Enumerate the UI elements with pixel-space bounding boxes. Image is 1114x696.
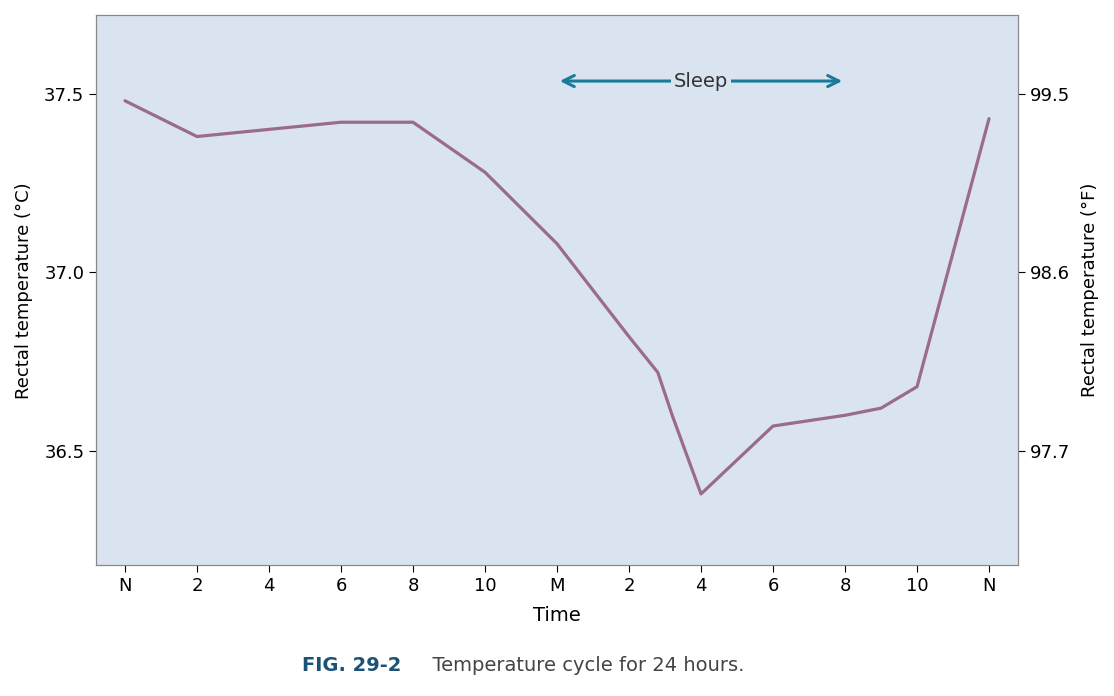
Y-axis label: Rectal temperature (°F): Rectal temperature (°F) bbox=[1081, 183, 1100, 397]
Y-axis label: Rectal temperature (°C): Rectal temperature (°C) bbox=[14, 182, 33, 399]
Text: FIG. 29-2: FIG. 29-2 bbox=[302, 656, 402, 675]
Text: Temperature cycle for 24 hours.: Temperature cycle for 24 hours. bbox=[370, 656, 744, 675]
Text: Sleep: Sleep bbox=[674, 72, 729, 90]
X-axis label: Time: Time bbox=[534, 606, 580, 625]
